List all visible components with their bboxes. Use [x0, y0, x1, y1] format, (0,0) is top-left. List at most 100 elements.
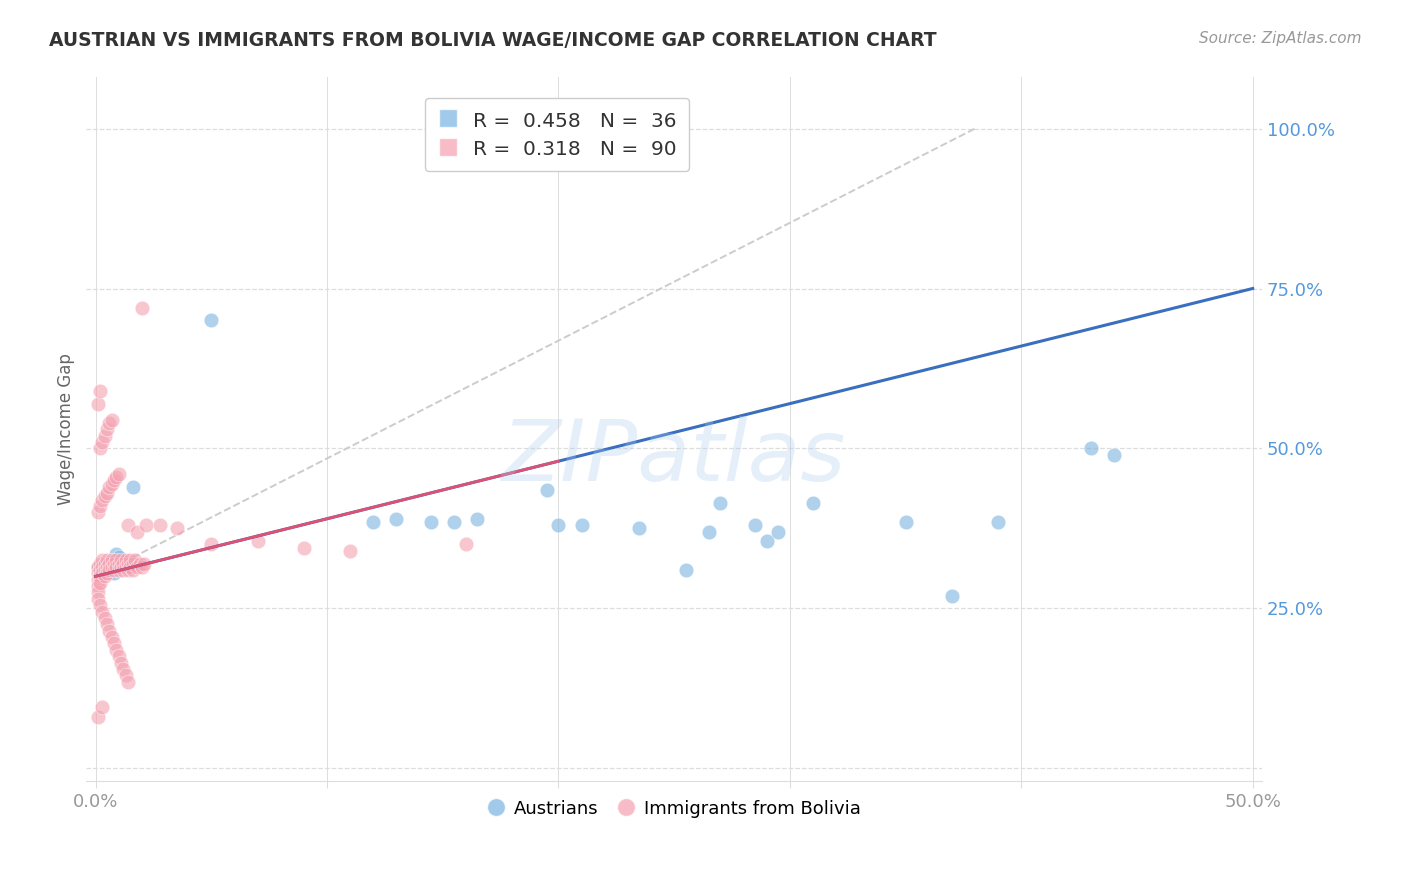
Point — [91, 559, 114, 574]
Point — [100, 563, 122, 577]
Point — [98, 480, 121, 494]
Point — [89, 563, 111, 577]
Point — [98, 563, 121, 577]
Point — [110, 557, 132, 571]
Point — [246, 534, 269, 549]
Point — [89, 598, 111, 612]
Point — [98, 624, 121, 638]
Point — [87, 710, 110, 724]
Point — [200, 313, 222, 327]
Point — [114, 553, 136, 567]
Y-axis label: Wage/Income Gap: Wage/Income Gap — [58, 353, 75, 505]
Point — [127, 559, 149, 574]
Point — [987, 515, 1010, 529]
Point — [98, 416, 121, 430]
Point — [107, 649, 129, 664]
Point — [107, 467, 129, 481]
Point — [114, 559, 136, 574]
Point — [94, 428, 117, 442]
Point — [894, 515, 917, 529]
Point — [127, 524, 149, 539]
Point — [105, 547, 128, 561]
Point — [117, 674, 139, 689]
Point — [105, 559, 128, 574]
Point — [112, 563, 135, 577]
Point — [89, 575, 111, 590]
Point — [536, 483, 558, 497]
Point — [96, 617, 118, 632]
Point — [547, 518, 569, 533]
Point — [87, 566, 110, 581]
Point — [117, 563, 139, 577]
Point — [200, 537, 222, 551]
Point — [94, 569, 117, 583]
Point — [89, 563, 111, 577]
Point — [91, 435, 114, 450]
Point — [87, 559, 110, 574]
Point — [121, 563, 143, 577]
Point — [89, 442, 111, 456]
Point — [103, 474, 125, 488]
Point — [96, 563, 118, 577]
Point — [117, 557, 139, 571]
Text: ZIPatlas: ZIPatlas — [502, 416, 846, 499]
Point — [105, 643, 128, 657]
Point — [87, 559, 110, 574]
Point — [100, 559, 122, 574]
Point — [89, 499, 111, 513]
Point — [91, 700, 114, 714]
Point — [467, 512, 489, 526]
Point — [166, 521, 188, 535]
Point — [107, 557, 129, 571]
Point — [96, 422, 118, 436]
Point — [117, 518, 139, 533]
Point — [89, 557, 111, 571]
Point — [120, 559, 142, 574]
Point — [755, 534, 778, 549]
Point — [94, 557, 117, 571]
Point — [100, 630, 122, 644]
Point — [121, 480, 143, 494]
Point — [89, 384, 111, 398]
Point — [110, 559, 132, 574]
Point — [124, 553, 146, 567]
Point — [94, 563, 117, 577]
Point — [98, 566, 121, 581]
Point — [128, 557, 150, 571]
Point — [89, 569, 111, 583]
Point — [96, 566, 118, 581]
Point — [110, 656, 132, 670]
Point — [87, 585, 110, 599]
Point — [100, 476, 122, 491]
Point — [103, 557, 125, 571]
Point — [103, 566, 125, 581]
Point — [385, 512, 408, 526]
Point — [94, 489, 117, 503]
Point — [768, 524, 790, 539]
Text: AUSTRIAN VS IMMIGRANTS FROM BOLIVIA WAGE/INCOME GAP CORRELATION CHART: AUSTRIAN VS IMMIGRANTS FROM BOLIVIA WAGE… — [49, 31, 936, 50]
Point — [110, 553, 132, 567]
Point — [96, 559, 118, 574]
Point — [105, 470, 128, 484]
Point — [87, 591, 110, 606]
Point — [697, 524, 720, 539]
Point — [87, 573, 110, 587]
Point — [941, 589, 963, 603]
Point — [91, 605, 114, 619]
Point — [103, 563, 125, 577]
Point — [96, 486, 118, 500]
Point — [443, 515, 465, 529]
Point — [149, 518, 172, 533]
Point — [100, 553, 122, 567]
Point — [131, 301, 153, 315]
Point — [339, 543, 361, 558]
Point — [121, 557, 143, 571]
Point — [801, 496, 824, 510]
Point — [96, 553, 118, 567]
Point — [1102, 448, 1125, 462]
Point — [91, 566, 114, 581]
Point — [114, 559, 136, 574]
Point — [454, 537, 477, 551]
Point — [628, 521, 651, 535]
Point — [709, 496, 731, 510]
